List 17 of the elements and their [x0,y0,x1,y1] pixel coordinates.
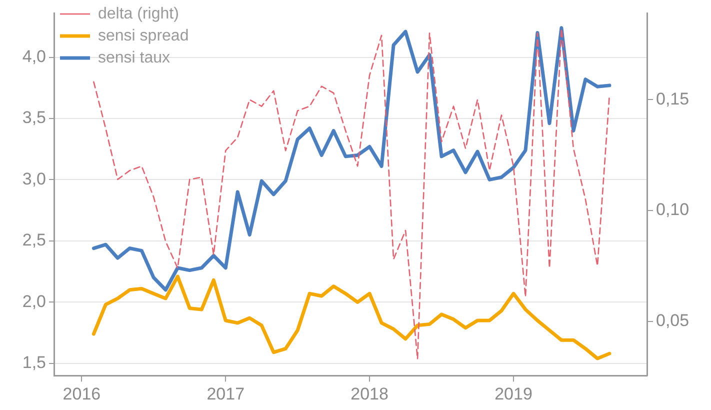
legend-label: delta (right) [98,5,179,22]
y-tick-label: 3,0 [22,169,46,188]
line-series [93,28,610,360]
y2-tick-label: 0,05 [656,310,690,330]
x-tick-label: 2018 [350,384,388,404]
y-tick-label: 3,5 [22,108,46,128]
x-tick-label: 2016 [62,384,101,404]
y-tick-label: 2,0 [22,292,46,311]
y-tick-label: 1,5 [22,353,46,372]
y-tick-label: 2,5 [22,230,46,250]
legend-label: sensi taux [98,49,170,66]
x-tick-label: 2019 [494,384,532,404]
y-tick-label: 4,0 [22,46,46,66]
y2-tick-label: 0,10 [656,200,690,220]
y2-tick-label: 0,15 [656,89,690,108]
x-tick-label: 2017 [206,384,245,404]
legend-label: sensi spread [98,27,189,44]
